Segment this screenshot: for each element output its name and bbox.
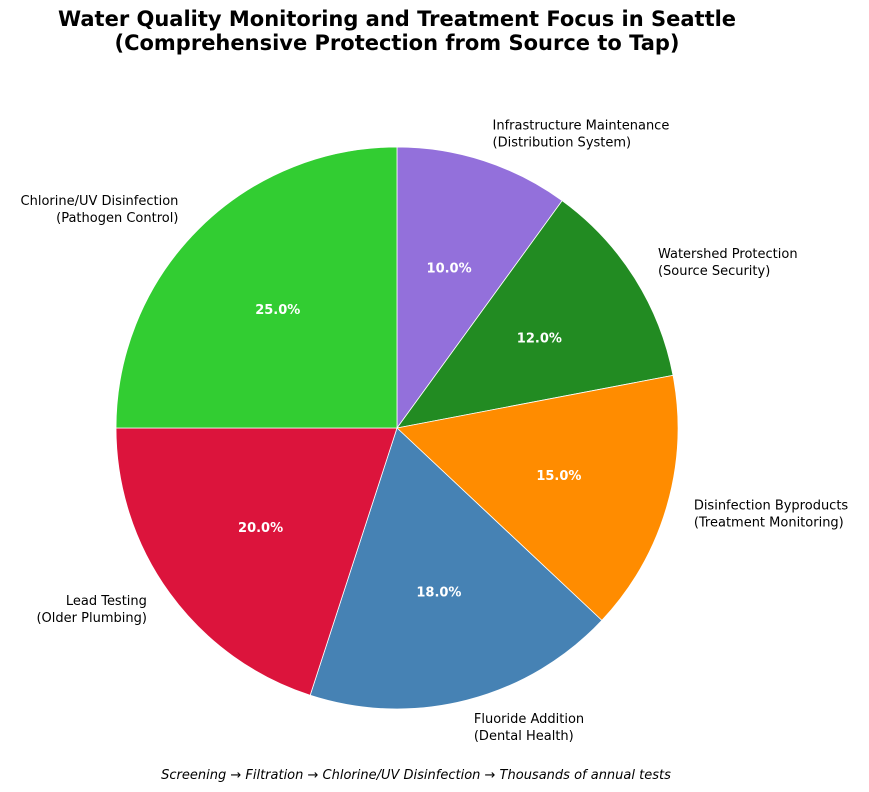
category-label-line: (Pathogen Control) (56, 211, 178, 226)
category-label-line: Disinfection Byproducts (694, 499, 849, 514)
category-label-line: (Distribution System) (493, 136, 632, 151)
percent-label-disinfection-byproducts: 15.0% (536, 469, 581, 484)
category-label-chlorine-uv-disinfection: Chlorine/UV Disinfection (Pathogen Contro… (21, 194, 179, 226)
category-label-line: (Older Plumbing) (36, 611, 146, 626)
percent-label-watershed-protection: 12.0% (517, 332, 562, 347)
category-label-infrastructure-maintenance: Infrastructure Maintenance (Distribution … (493, 119, 670, 151)
category-label-line: (Source Security) (658, 264, 770, 279)
chart-footnote: Screening → Filtration → Chlorine/UV Dis… (161, 768, 671, 783)
category-label-line: Chlorine/UV Disinfection (21, 194, 179, 209)
category-label-line: Fluoride Addition (474, 712, 584, 727)
slice-infrastructure-maintenance (396, 146, 563, 430)
category-label-line: (Treatment Monitoring) (694, 516, 844, 531)
percent-label-lead-testing: 20.0% (238, 521, 283, 536)
percent-label-chlorine-uv-disinfection: 25.0% (255, 303, 300, 318)
category-label-line: Lead Testing (66, 594, 147, 609)
percent-labels: 10.0% 12.0% 15.0% 18.0% 20.0% 25.0% (238, 262, 581, 601)
slice-fluoride-addition (309, 427, 603, 710)
slice-disinfection-byproducts (396, 374, 679, 621)
pie-slices (115, 146, 679, 710)
slice-chlorine-uv-disinfection (115, 146, 398, 429)
slice-watershed-protection (396, 200, 674, 429)
category-label-lead-testing: Lead Testing (Older Plumbing) (36, 594, 146, 626)
chart-title-line-2: (Comprehensive Protection from Source to… (114, 31, 679, 55)
category-label-fluoride-addition: Fluoride Addition (Dental Health) (474, 712, 584, 744)
percent-label-fluoride-addition: 18.0% (416, 585, 461, 600)
percent-label-infrastructure-maintenance: 10.0% (427, 262, 472, 277)
chart-title-line-1: Water Quality Monitoring and Treatment F… (58, 7, 736, 31)
category-label-line: Infrastructure Maintenance (493, 119, 670, 134)
category-label-watershed-protection: Watershed Protection (Source Security) (658, 247, 798, 279)
category-label-line: (Dental Health) (474, 729, 574, 744)
category-labels: Infrastructure Maintenance (Distribution … (21, 119, 849, 744)
slice-lead-testing (115, 427, 398, 696)
category-label-line: Watershed Protection (658, 247, 798, 262)
category-label-disinfection-byproducts: Disinfection Byproducts (Treatment Monito… (694, 499, 849, 531)
